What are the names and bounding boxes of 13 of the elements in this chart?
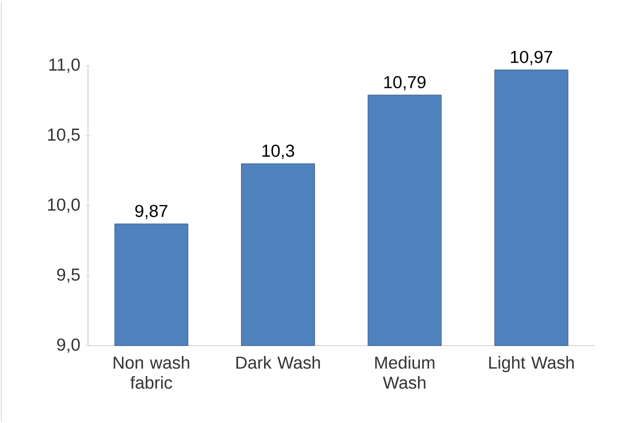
y-tick-label: 9,0: [57, 338, 80, 353]
y-tick-label: 10,5: [48, 128, 80, 143]
x-tick-label: Light Wash: [489, 356, 574, 372]
y-tick-label: 10,0: [48, 198, 80, 213]
data-label: 10,97: [510, 50, 552, 66]
x-tick-label: Non wash fabric: [114, 356, 190, 389]
x-tick-label: Medium Wash: [375, 356, 434, 389]
data-label: 10,79: [384, 76, 426, 90]
data-label: 9,87: [135, 204, 168, 220]
y-tick-label: 9,5: [57, 268, 80, 283]
x-tick-label: Dark Wash: [236, 356, 320, 369]
data-label: 10,3: [262, 144, 294, 159]
y-tick-label: 11,0: [49, 58, 80, 73]
